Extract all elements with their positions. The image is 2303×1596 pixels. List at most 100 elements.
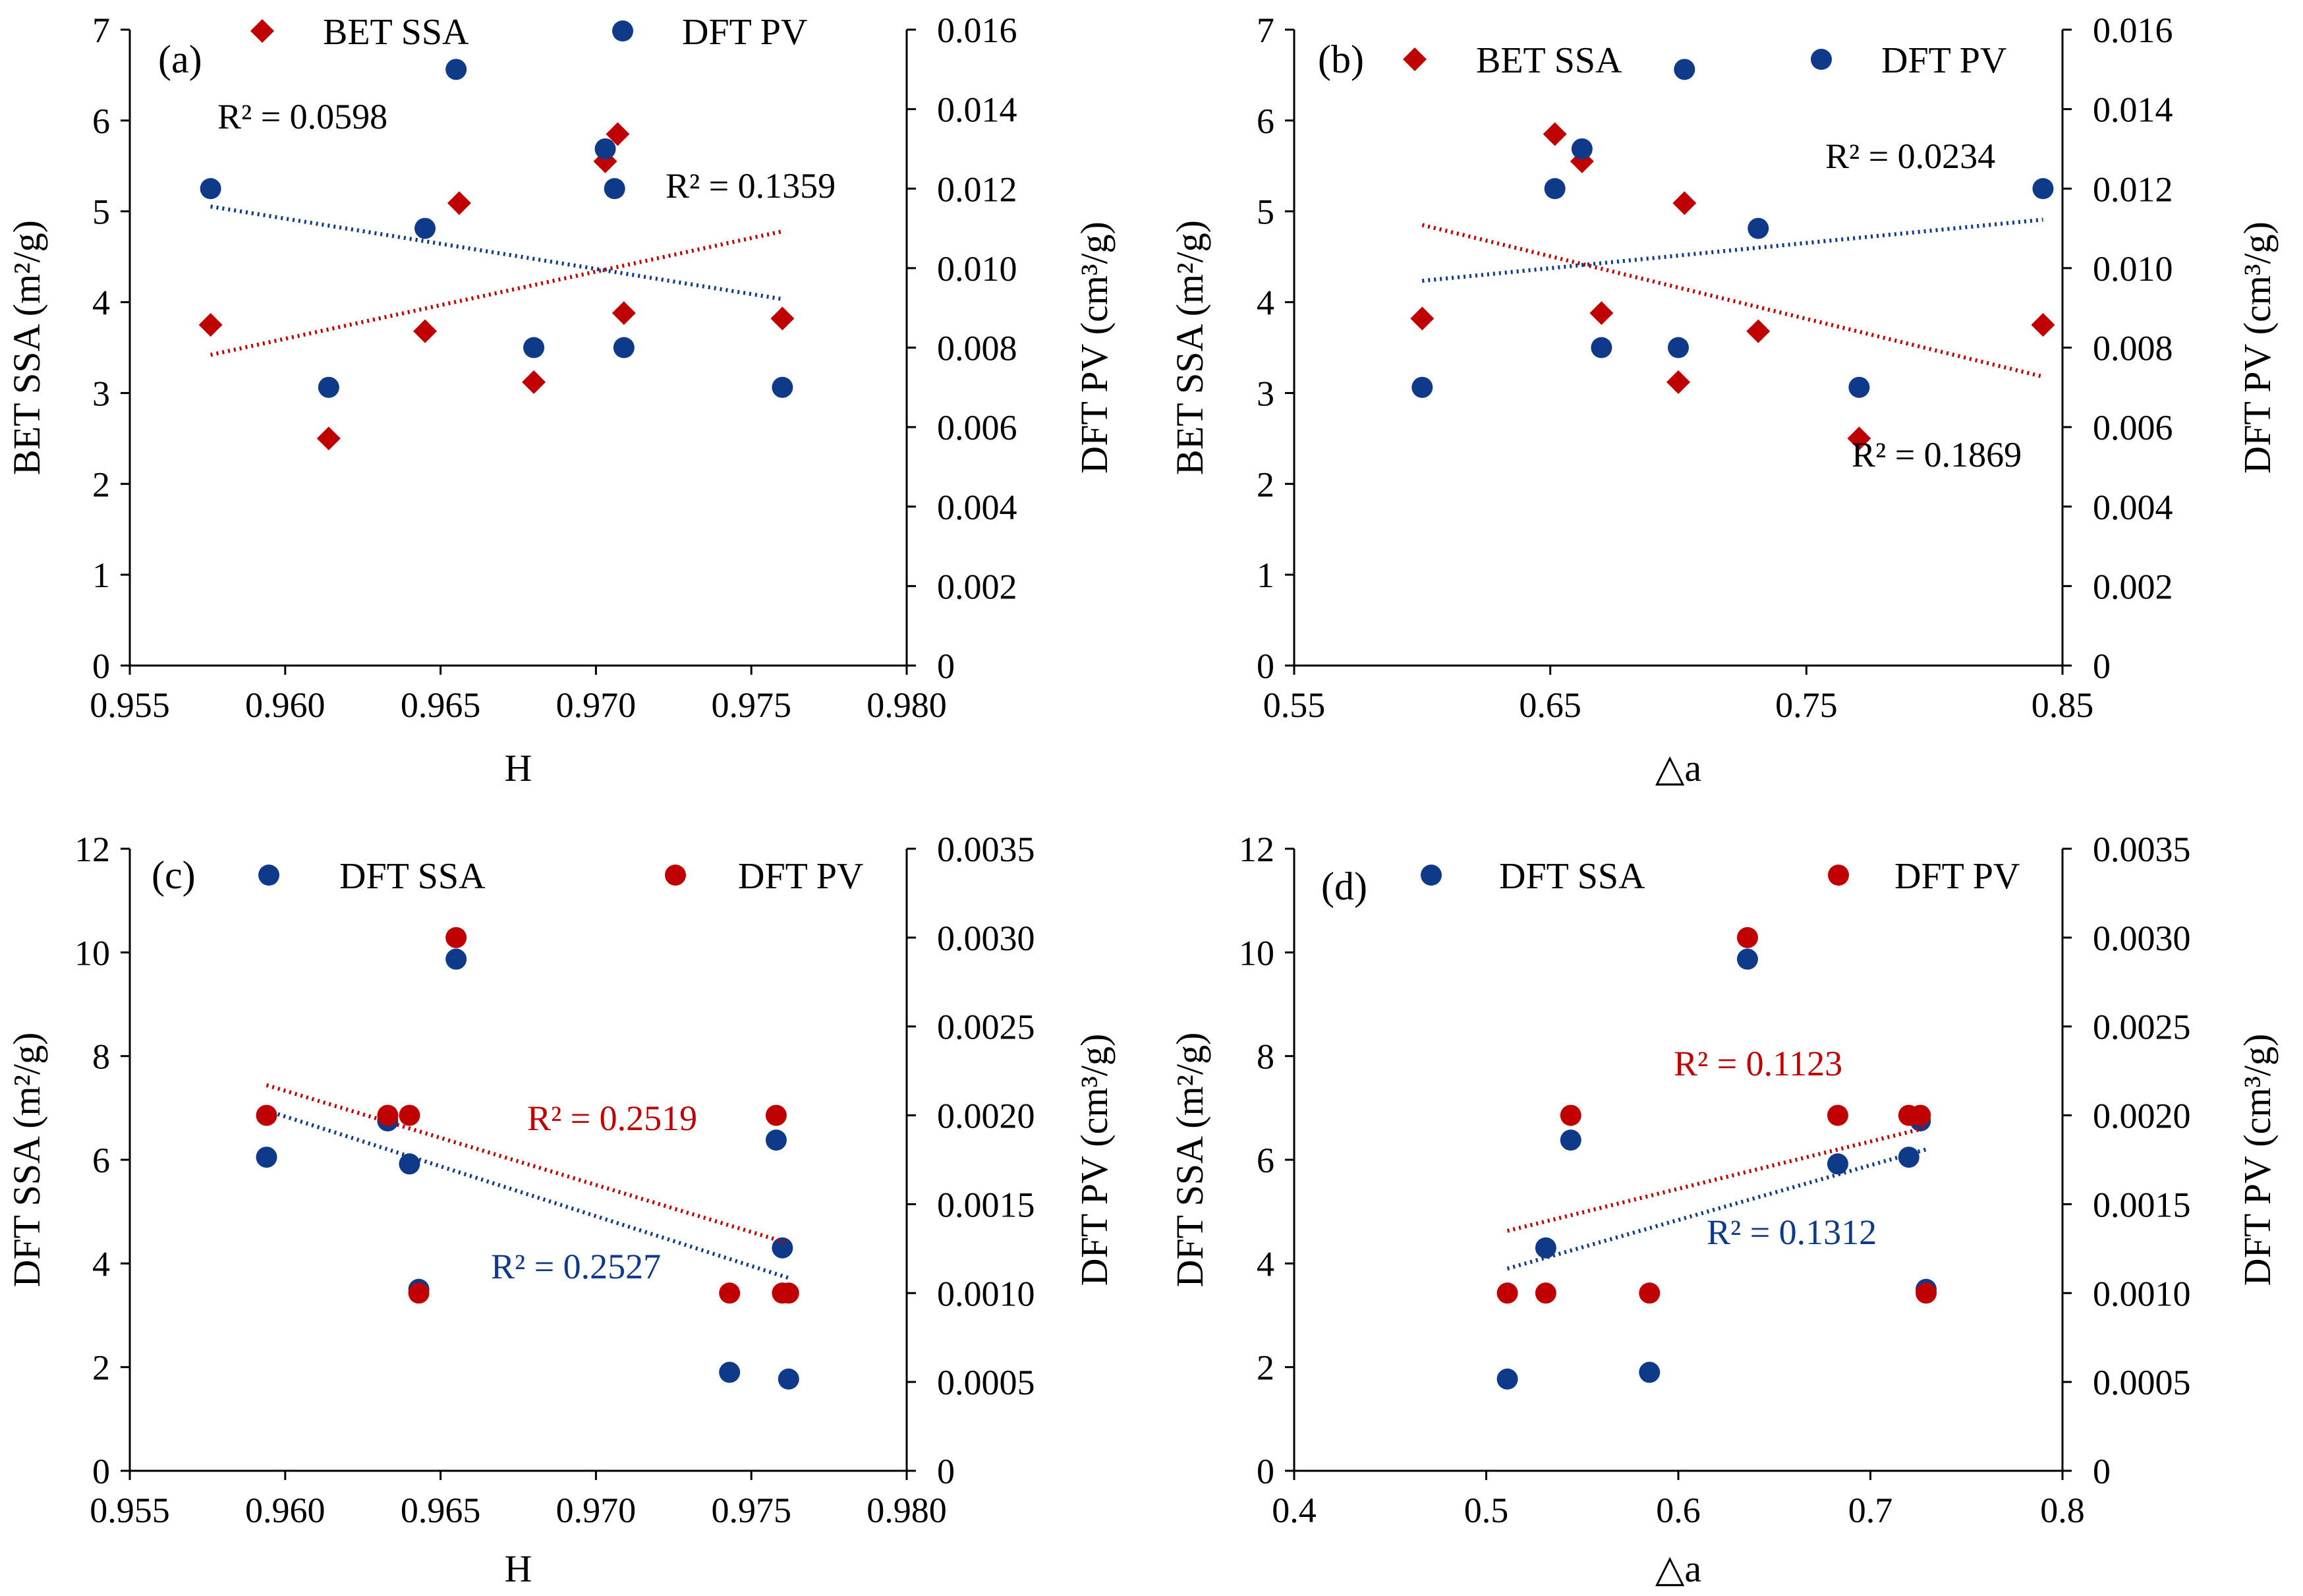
y-tick-label: 6: [92, 1141, 110, 1180]
dft-pv-point: [1916, 1282, 1937, 1304]
y2-tick-label: 0.0010: [937, 1274, 1035, 1313]
x-tick-label: 0.965: [401, 1491, 481, 1530]
dft-pv-point: [377, 1104, 399, 1126]
dft-ssa-point: [719, 1361, 741, 1383]
dft-pv-trendline: [266, 1083, 789, 1245]
y-tick-label: 0: [92, 1452, 110, 1491]
bet-ssa-point: [2031, 313, 2055, 337]
bet-ssa-legend-marker: [1403, 47, 1427, 71]
y-tick-label: 0: [92, 646, 110, 686]
y2-tick-label: 0.0025: [937, 1008, 1035, 1047]
dft-pv-trendline: [210, 204, 783, 301]
y2-tick-label: 0: [2093, 646, 2111, 686]
y2-tick-label: 0.016: [937, 11, 1017, 50]
y2-tick-label: 0.004: [937, 488, 1017, 527]
dft-pv-r2-label: R² = 0.1123: [1674, 1044, 1842, 1083]
dft-ssa-point: [1535, 1237, 1556, 1259]
dft-pv-point: [1748, 217, 1769, 239]
bet-ssa-point: [1589, 301, 1614, 326]
bet-ssa-point: [1410, 306, 1435, 331]
dft-pv-point: [1674, 59, 1695, 80]
x-tick-label: 0.8: [2040, 1491, 2085, 1530]
y2-tick-label: 0.0020: [2093, 1097, 2191, 1136]
dft-pv-r2-label: R² = 0.2519: [527, 1098, 697, 1138]
bet-ssa-legend-marker: [250, 19, 274, 43]
x-tick-label: 0.960: [245, 685, 326, 725]
y-axis-title: DFT SSA (m²/g): [5, 1033, 48, 1288]
y2-tick-label: 0.0015: [2093, 1185, 2191, 1224]
y2-tick-label: 0.0020: [937, 1097, 1035, 1136]
dft-pv-legend-marker: [665, 865, 686, 886]
y-tick-label: 12: [74, 830, 110, 869]
bet-ssa-point: [770, 306, 795, 331]
dft-pv-point: [604, 178, 625, 200]
y2-tick-label: 0.014: [2093, 90, 2173, 130]
y-tick-label: 4: [1257, 283, 1274, 323]
y-tick-label: 7: [92, 11, 110, 50]
dft-pv-point: [772, 376, 793, 398]
dft-pv-legend-label: DFT PV: [738, 856, 863, 897]
panel-label: (a): [158, 38, 202, 81]
dft-pv-legend-label: DFT PV: [1894, 856, 2020, 897]
y-tick-label: 6: [92, 101, 110, 141]
x-axis-title: △a: [1655, 1547, 1701, 1590]
dft-pv-legend-marker: [612, 20, 633, 42]
x-tick-label: 0.955: [90, 1491, 170, 1530]
bet-ssa-point: [1666, 370, 1690, 394]
bet-ssa-point: [522, 370, 546, 394]
x-tick-label: 0.960: [245, 1491, 326, 1530]
y-axis-title: BET SSA (m²/g): [1168, 220, 1211, 475]
bet-ssa-point: [413, 319, 438, 343]
dft-pv-point: [1535, 1282, 1556, 1304]
y2-tick-label: 0.012: [2093, 169, 2173, 209]
dft-ssa-point: [765, 1129, 787, 1151]
dft-pv-point: [399, 1104, 420, 1126]
dft-ssa-point: [772, 1237, 793, 1259]
x-tick-label: 0.965: [401, 685, 481, 725]
dft-pv-trendline: [1422, 217, 2043, 283]
y-tick-label: 12: [1239, 830, 1274, 869]
dft-ssa-point: [399, 1153, 420, 1175]
x-tick-label: 0.5: [1464, 1491, 1509, 1530]
dft-ssa-point: [1898, 1147, 1919, 1168]
y-axis-title: BET SSA (m²/g): [5, 220, 48, 475]
y-tick-label: 8: [92, 1037, 110, 1077]
dft-pv-r2-label: R² = 0.0234: [1825, 136, 1995, 176]
dft-pv-point: [256, 1104, 277, 1126]
dft-pv-point: [2032, 178, 2054, 200]
dft-pv-point: [1411, 376, 1433, 398]
y2-tick-label: 0.0005: [937, 1363, 1035, 1402]
dft-pv-point: [200, 178, 221, 200]
x-tick-label: 0.6: [1656, 1491, 1701, 1530]
y-tick-label: 3: [92, 374, 110, 413]
x-axis-title: H: [505, 747, 532, 789]
y2-tick-label: 0: [937, 646, 955, 686]
panel-a: 0.955 0.960 0.965 0.970 0.975 0.9800123456700…: [5, 11, 1116, 789]
dft-pv-trendline: [1506, 1126, 1927, 1233]
y2-tick-label: 0.002: [2093, 567, 2173, 606]
dft-ssa-legend-label: DFT SSA: [1499, 856, 1645, 897]
dft-pv-point: [1544, 178, 1566, 200]
y2-tick-label: 0: [937, 1452, 955, 1491]
y-tick-label: 2: [92, 465, 110, 504]
y2-tick-label: 0.0025: [2093, 1008, 2191, 1047]
y-tick-label: 6: [1257, 101, 1274, 141]
y-tick-label: 0: [1257, 1452, 1274, 1491]
dft-ssa-trendline: [266, 1108, 789, 1280]
y-tick-label: 2: [1257, 1348, 1274, 1388]
y-tick-label: 2: [92, 1348, 110, 1388]
x-axis-title: △a: [1655, 747, 1701, 789]
dft-ssa-point: [1736, 948, 1758, 970]
y2-axis-title: DFT PV (cm³/g): [1073, 221, 1116, 474]
x-tick-label: 0.975: [711, 1491, 791, 1530]
y-tick-label: 10: [1239, 933, 1274, 973]
y-tick-label: 7: [1257, 11, 1274, 50]
y-tick-label: 10: [74, 933, 110, 973]
y2-tick-label: 0.006: [2093, 408, 2173, 447]
dft-pv-legend-label: DFT PV: [1881, 40, 2006, 81]
dft-pv-point: [1560, 1104, 1581, 1126]
dft-ssa-legend-label: DFT SSA: [339, 856, 486, 897]
dft-ssa-point: [256, 1147, 277, 1168]
panel-label: (d): [1321, 865, 1367, 908]
bet-ssa-trendline: [210, 229, 783, 357]
